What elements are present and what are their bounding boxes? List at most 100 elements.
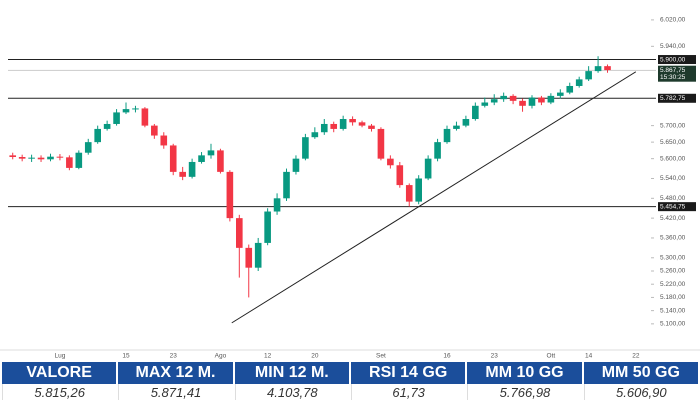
candle-body — [245, 247, 253, 268]
candle-body — [207, 150, 215, 156]
x-tick-label: 15 — [122, 353, 130, 360]
header-cell: MIN 12 M. — [234, 362, 349, 384]
value-cell: 5.815,26 — [2, 384, 116, 400]
candle-body — [500, 95, 507, 100]
candle-body — [453, 125, 460, 129]
y-tick-label: 5.140,00 — [660, 307, 686, 314]
candle-body — [47, 156, 54, 160]
header-cell: MM 50 GG — [583, 362, 698, 384]
candle-body — [349, 119, 356, 123]
last-price-time: 15:30:25 — [660, 74, 686, 81]
candle-body — [434, 142, 441, 159]
value-cell: 5.606,90 — [583, 384, 698, 400]
x-tick-label: 23 — [170, 353, 178, 360]
candle-body — [122, 109, 130, 113]
y-tick-label: 5.940,00 — [660, 43, 686, 50]
candle-body — [405, 185, 413, 202]
y-tick-label: 5.650,00 — [660, 139, 686, 146]
candle-body — [528, 97, 536, 106]
candle-body — [56, 156, 64, 158]
value-row: 5.815,26 5.871,41 4.103,78 61,73 5.766,98 5.6… — [2, 384, 698, 400]
last-price-label: 5.867,75 — [660, 67, 686, 74]
x-tick-label: Ago — [215, 353, 227, 360]
header-cell: MAX 12 M. — [118, 362, 233, 384]
candle-body — [330, 123, 338, 129]
candle-body — [217, 150, 224, 172]
candle-body — [132, 108, 139, 110]
y-tick-label: 6.020,00 — [660, 17, 686, 24]
candle-body — [472, 105, 479, 120]
candle-body — [490, 99, 498, 103]
candle-body — [226, 171, 234, 219]
candle-body — [415, 178, 422, 202]
candle-body — [75, 152, 83, 168]
level-label: 5.900,00 — [660, 56, 686, 63]
x-tick-label: 22 — [632, 353, 640, 360]
candle-body — [283, 171, 290, 199]
level-label: 5.782,75 — [660, 95, 686, 102]
x-tick-label: 23 — [491, 353, 499, 360]
value-cell: 5.766,98 — [467, 384, 581, 400]
x-tick-label: 14 — [585, 353, 593, 360]
x-tick-label: 20 — [311, 353, 319, 360]
level-label-box — [658, 93, 696, 103]
candle-body — [141, 108, 149, 126]
candle-body — [66, 157, 73, 168]
candle-body — [481, 102, 489, 106]
candle-body — [18, 157, 26, 159]
level-label: 5.454,75 — [660, 203, 686, 210]
candle-body — [188, 161, 196, 177]
candle-body — [94, 128, 101, 143]
candle-body — [169, 145, 177, 172]
level-label-box — [658, 202, 696, 212]
candle-body — [462, 119, 470, 126]
candle-body — [566, 85, 574, 93]
x-tick-label: 16 — [443, 353, 451, 360]
candle-body — [443, 128, 451, 143]
level-label-box — [658, 55, 696, 65]
candle-body — [585, 71, 592, 80]
candle-body — [37, 157, 45, 160]
candle-body — [198, 155, 205, 162]
value-cell: 5.871,41 — [118, 384, 232, 400]
candle-body — [538, 97, 545, 103]
candle-body — [311, 132, 319, 138]
header-row: VALORE MAX 12 M. MIN 12 M. RSI 14 GG MM 10 G… — [2, 362, 698, 384]
candle-body — [557, 92, 564, 96]
candle-body — [9, 155, 17, 158]
y-tick-label: 5.180,00 — [660, 294, 686, 301]
x-tick-label: Set — [376, 353, 386, 360]
trend-line — [231, 71, 637, 324]
candle-body — [519, 100, 526, 106]
candle-body — [264, 211, 271, 243]
candle-body — [594, 66, 602, 72]
candle-body — [84, 142, 92, 153]
candle-body — [509, 95, 517, 101]
y-tick-label: 5.700,00 — [660, 122, 686, 129]
last-price-box — [658, 65, 696, 82]
x-tick-label: Ott — [547, 353, 556, 360]
x-tick-label: 12 — [264, 353, 272, 360]
value-cell: 4.103,78 — [234, 384, 349, 400]
candle-body — [320, 123, 328, 133]
candle-body — [368, 125, 375, 129]
candle-body — [358, 122, 366, 126]
y-tick-label: 5.300,00 — [660, 254, 686, 261]
candle-body — [547, 95, 555, 103]
header-cell: MM 10 GG — [467, 362, 582, 384]
candle-body — [377, 128, 385, 159]
candle-body — [575, 79, 583, 86]
y-tick-label: 5.420,00 — [660, 215, 686, 222]
x-tick-label: Lug — [54, 353, 65, 360]
candle-body — [179, 171, 186, 177]
candle-body — [236, 218, 243, 248]
candle-body — [339, 119, 347, 129]
chart: 6.020,00 5.940,00 5.700,00 5.650,00 5.600,00… — [0, 17, 700, 360]
y-tick-label: 5.600,00 — [660, 155, 686, 162]
candle-body — [28, 157, 35, 159]
candle-body — [604, 66, 611, 71]
candle-body — [273, 198, 281, 212]
y-tick-label: 5.480,00 — [660, 195, 686, 202]
candle-body — [113, 112, 120, 124]
